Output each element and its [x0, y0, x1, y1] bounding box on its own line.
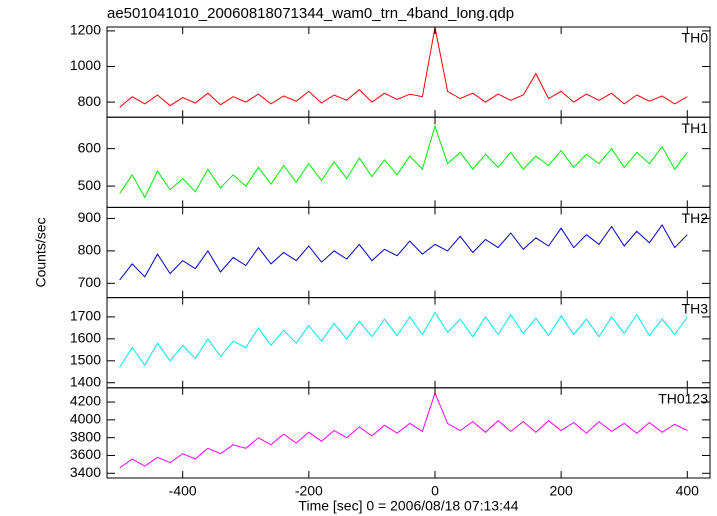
y-tick-label: 3800: [70, 428, 101, 444]
light-curve: [119, 311, 688, 368]
x-tick-label: 0: [431, 483, 439, 499]
y-tick-label: 800: [78, 93, 102, 109]
y-tick-label: 1500: [70, 352, 101, 368]
panel-label: TH1: [682, 120, 709, 136]
chart-title: ae501041010_20060818071344_wam0_trn_4ban…: [107, 5, 514, 22]
panel-frame: [106, 387, 711, 479]
x-tick-label: 200: [549, 483, 573, 499]
panel-frame: [106, 297, 711, 389]
light-curve: [119, 391, 688, 469]
panel-frame: [106, 206, 711, 299]
y-tick-label: 1000: [70, 57, 101, 73]
y-tick-label: 700: [78, 274, 102, 290]
x-tick-label: -400: [169, 483, 197, 499]
y-tick-label: 1200: [70, 22, 101, 38]
light-curve: [119, 223, 688, 281]
y-tick-label: 4200: [70, 393, 101, 409]
light-curve: [119, 124, 688, 199]
y-axis-label: Counts/sec: [33, 217, 49, 287]
panel-label: TH3: [682, 300, 709, 316]
y-tick-label: 1400: [70, 373, 101, 389]
panel-label: TH0: [682, 30, 709, 46]
y-tick-label: 3400: [70, 464, 101, 480]
x-tick-label: -200: [295, 483, 323, 499]
panel-frame: [106, 26, 711, 118]
light-curve: [119, 27, 688, 108]
panel-label: TH0123: [658, 391, 708, 407]
y-tick-label: 600: [78, 139, 102, 155]
x-tick-label: 400: [676, 483, 700, 499]
panel-label: TH2: [682, 210, 709, 226]
y-tick-label: 4000: [70, 411, 101, 427]
y-tick-label: 800: [78, 242, 102, 258]
y-tick-label: 500: [78, 177, 102, 193]
y-tick-label: 1600: [70, 330, 101, 346]
y-tick-label: 1700: [70, 308, 101, 324]
y-tick-label: 3600: [70, 446, 101, 462]
y-tick-label: 900: [78, 209, 102, 225]
x-axis-label: Time [sec] 0 = 2006/08/18 07:13:44: [298, 498, 518, 514]
panel-frame: [106, 116, 711, 208]
